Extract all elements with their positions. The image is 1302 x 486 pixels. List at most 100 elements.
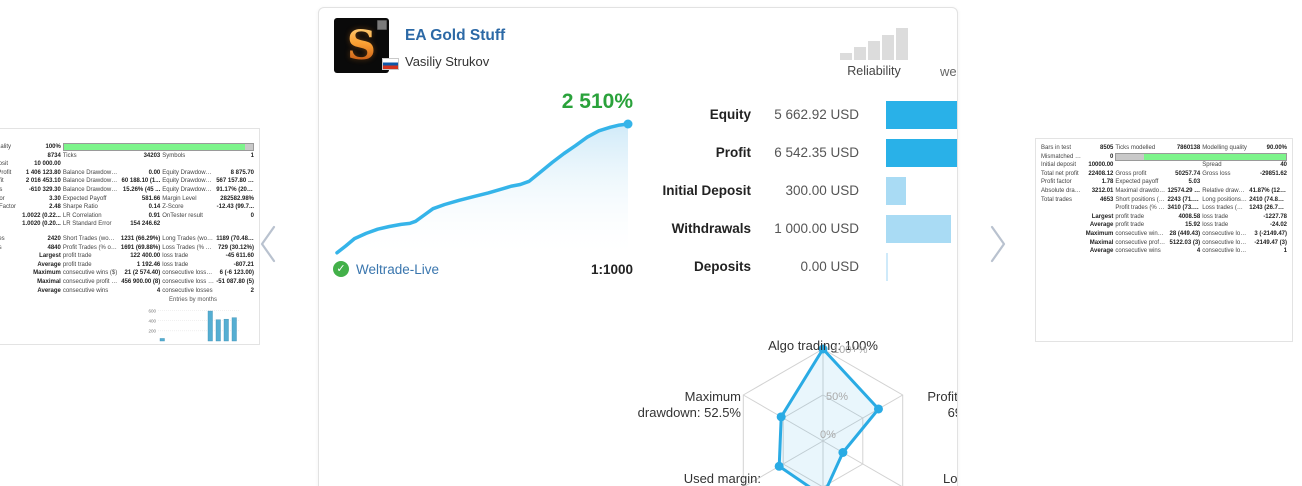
- report-cell: AHPR: [0, 212, 19, 221]
- report-cell: 6 (-6 123.00): [219, 270, 254, 277]
- report-cell: 4: [1196, 248, 1201, 255]
- stat-label: Withdrawals: [671, 221, 751, 236]
- report-cell: Maximal: [1089, 239, 1114, 246]
- report-cell: History Quality: [0, 144, 12, 150]
- report-row: AHPR1.0022 (0.22...LR Correlation 0.91OnT…: [0, 212, 255, 221]
- report-cell: 2 016 453.10: [25, 178, 61, 185]
- signal-title-link[interactable]: EA Gold Stuff: [405, 27, 506, 44]
- report-cell: [161, 220, 215, 229]
- mini-ytick: 200: [148, 329, 156, 334]
- stat-row: Profit 6 542.35 USD: [619, 139, 957, 167]
- reliability-bar: [868, 41, 880, 60]
- mini-ytick: 600: [148, 308, 156, 313]
- report-cell: -12.43 (99.7...: [216, 204, 254, 211]
- carousel-next-button[interactable]: [984, 222, 1010, 266]
- report-cell: 8734: [47, 152, 61, 159]
- report-cell: 729 (30.12%): [217, 244, 254, 251]
- report-cell: 581.66: [141, 195, 161, 202]
- report-cell: Modelling quality: [1202, 145, 1247, 151]
- growth-line: [335, 122, 630, 255]
- report-cell: Long positions (won...: [1202, 196, 1248, 203]
- report-cell: profit trade: [62, 253, 92, 260]
- radar-grid-spoke: [822, 440, 902, 486]
- report-cell: [1040, 221, 1082, 230]
- report-row: Average profit trade 15.92 loss trade -24.02: [1040, 221, 1288, 230]
- report-cell: 1231 (66.29%): [120, 235, 161, 242]
- report-cell: 0.91: [148, 212, 161, 219]
- report-cell: Relative drawdown: [1202, 187, 1249, 194]
- product-avatar[interactable]: S: [334, 18, 389, 73]
- report-cell: 5122.03 (3): [1169, 239, 1201, 246]
- report-cell: [215, 220, 255, 229]
- stat-label: Initial Deposit: [662, 183, 751, 198]
- stat-value: 5 662.92 USD: [774, 107, 859, 122]
- report-row: Average profit trade 1 192.46 loss trade -80…: [0, 261, 255, 270]
- report-cell: loss trade: [1202, 222, 1229, 229]
- report-row: Profit factor 1.78 Expected payoff 5.03: [1040, 178, 1288, 187]
- report-cell: [0, 269, 19, 278]
- report-cell: Spread: [1202, 162, 1222, 169]
- mini-chart-title: Entries by months: [168, 297, 218, 303]
- report-cell: 2: [250, 287, 254, 294]
- report-row: Initial deposit 10000.00 Spread 40: [1040, 161, 1288, 170]
- report-row: GHPR1.0020 (0.20...LR Standard Error 154 …: [0, 220, 255, 229]
- report-cell: 60 188.10 (1...: [121, 178, 161, 185]
- report-cell: Average: [1089, 222, 1114, 229]
- platform-badge-icon: [377, 20, 387, 30]
- report-cell: GHPR: [0, 220, 19, 229]
- growth-area-fill: [337, 124, 628, 260]
- stat-bar: [886, 101, 957, 129]
- report-cell: 15.92: [1185, 222, 1201, 229]
- report-cell: Profit factor: [1041, 179, 1072, 186]
- radar-ring-label-0: 0%: [820, 429, 836, 441]
- report-cell: 15.26% (45 ...: [122, 186, 161, 193]
- report-row: Average consecutive wins 4 consecutive loss…: [0, 287, 255, 296]
- report-cell: Total trades: [1041, 196, 1073, 203]
- report-cell: Recovery Factor: [0, 204, 17, 211]
- report-cell: [0, 252, 19, 261]
- mini-bar: [215, 319, 221, 342]
- report-cell: Balance Drawdown ...: [62, 186, 119, 193]
- report-row: Largest profit trade 122 400.00 loss trade -…: [0, 252, 255, 261]
- report-cell: 1 192.46: [136, 261, 161, 268]
- report-cell: -51 087.80 (5): [216, 278, 254, 285]
- report-cell: Equity Drawdown R...: [162, 186, 216, 193]
- radar-vertex-dot: [776, 412, 786, 422]
- report-cell: 21 (2 574.40): [124, 270, 161, 277]
- report-row: Total net profit 22408.12 Gross profit 5025…: [1040, 170, 1288, 179]
- report-cell: 22408.12: [1088, 170, 1114, 177]
- reliability-indicator: Reliability: [836, 27, 912, 78]
- report-cell: 2420: [47, 235, 61, 242]
- next-signal-report-card[interactable]: Bars in test 8505 Ticks modelled 7860138 Mod…: [1035, 138, 1293, 342]
- report-cell: [1040, 247, 1082, 256]
- report-cell: [119, 160, 162, 169]
- report-cell: OnTester result: [162, 212, 203, 219]
- report-cell: Maximal drawdown: [1115, 187, 1167, 194]
- report-cell: Gross profit: [1115, 170, 1147, 177]
- report-cell: 0: [1110, 153, 1114, 160]
- carousel-prev-button[interactable]: [256, 222, 282, 266]
- report-cell: consecutive wins ($): [62, 270, 118, 277]
- quality-bar: [62, 143, 254, 152]
- report-cell: Short positions (won...: [1115, 196, 1167, 203]
- report-cell: 1.78: [1101, 179, 1114, 186]
- report-cell: 5.03: [1188, 179, 1201, 186]
- report-cell: -29851.62: [1259, 170, 1287, 177]
- report-cell: loss trade: [162, 253, 189, 260]
- report-cell: Total net profit: [1041, 170, 1079, 177]
- stat-row: Deposits 0.00 USD: [619, 253, 957, 281]
- report-cell: 1 406 123.80: [25, 169, 61, 176]
- report-cell: [0, 278, 19, 287]
- stat-value: 300.00 USD: [785, 183, 859, 198]
- broker-account-link[interactable]: Weltrade-Live: [356, 262, 440, 277]
- stat-label: Equity: [709, 107, 751, 122]
- radar-vertex-dot: [838, 448, 848, 457]
- report-cell: Largest: [39, 253, 61, 260]
- report-cell: consecutive wins (pr...: [1115, 230, 1166, 237]
- reliability-bars-icon: [836, 27, 912, 60]
